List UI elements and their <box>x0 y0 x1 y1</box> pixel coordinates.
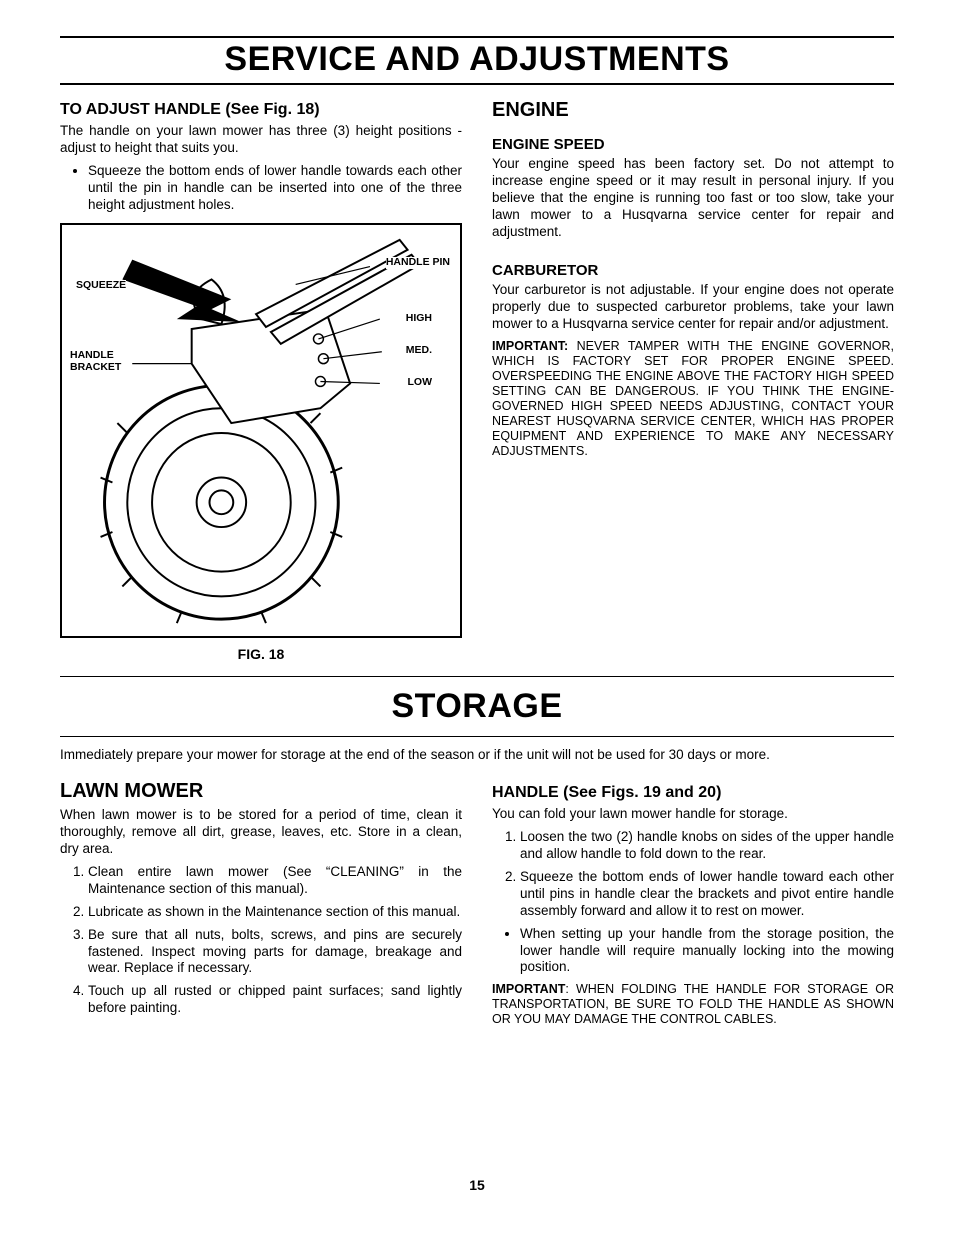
figure-18-caption: FIG. 18 <box>60 646 462 662</box>
handle-step-2: Squeeze the bottom ends of lower handle … <box>520 869 894 920</box>
title-service: SERVICE AND ADJUSTMENTS <box>60 40 894 79</box>
lawn-mower-para: When lawn mower is to be stored for a pe… <box>60 807 462 858</box>
label-low: LOW <box>408 377 433 389</box>
engine-heading: ENGINE <box>492 99 894 122</box>
label-squeeze: SQUEEZE <box>76 280 126 292</box>
title-storage: STORAGE <box>60 687 894 726</box>
important-lead-1: IMPORTANT: <box>492 339 568 353</box>
handle-bullet-1: When setting up your handle from the sto… <box>520 926 894 977</box>
storage-intro: Immediately prepare your mower for stora… <box>60 747 894 762</box>
service-left-col: TO ADJUST HANDLE (See Fig. 18) The handl… <box>60 87 462 666</box>
lawn-mower-step-4: Touch up all rusted or chipped paint sur… <box>88 983 462 1017</box>
handle-steps: Loosen the two (2) handle knobs on sides… <box>492 829 894 919</box>
handle-important: IMPORTANT: WHEN FOLDING THE HANDLE FOR S… <box>492 982 894 1027</box>
storage-columns: LAWN MOWER When lawn mower is to be stor… <box>60 768 894 1027</box>
adjust-handle-para: The handle on your lawn mower has three … <box>60 123 462 157</box>
service-right-col: ENGINE ENGINE SPEED Your engine speed ha… <box>492 87 894 666</box>
lawn-mower-steps: Clean entire lawn mower (See “CLEANING” … <box>60 864 462 1017</box>
rule-mid-bottom <box>60 736 894 737</box>
label-high: HIGH <box>406 313 432 325</box>
page-number: 15 <box>60 1177 894 1193</box>
lawn-mower-step-2: Lubricate as shown in the Maintenance se… <box>88 904 462 921</box>
lawn-mower-step-1: Clean entire lawn mower (See “CLEANING” … <box>88 864 462 898</box>
rule-top <box>60 36 894 38</box>
label-handle-pin: HANDLE PIN <box>386 257 450 269</box>
rule-under-title1 <box>60 83 894 85</box>
storage-left-col: LAWN MOWER When lawn mower is to be stor… <box>60 768 462 1027</box>
handle-heading: HANDLE (See Figs. 19 and 20) <box>492 784 894 802</box>
lawn-mower-heading: LAWN MOWER <box>60 780 462 803</box>
storage-right-col: HANDLE (See Figs. 19 and 20) You can fol… <box>492 768 894 1027</box>
rule-mid-top <box>60 676 894 677</box>
handle-para: You can fold your lawn mower handle for … <box>492 806 894 823</box>
carburetor-heading: CARBURETOR <box>492 262 894 279</box>
handle-step-1: Loosen the two (2) handle knobs on sides… <box>520 829 894 863</box>
engine-speed-heading: ENGINE SPEED <box>492 136 894 153</box>
figure-18: SQUEEZE HANDLE BRACKET HANDLE PIN HIGH M… <box>60 223 462 638</box>
important-body-1: NEVER TAMPER WITH THE ENGINE GOVERNOR, W… <box>492 339 894 458</box>
carburetor-important: IMPORTANT: NEVER TAMPER WITH THE ENGINE … <box>492 339 894 459</box>
label-med: MED. <box>406 345 432 357</box>
handle-bullets: When setting up your handle from the sto… <box>492 926 894 977</box>
adjust-handle-bullet-1: Squeeze the bottom ends of lower handle … <box>88 163 462 214</box>
important-lead-2: IMPORTANT <box>492 982 565 996</box>
service-columns: TO ADJUST HANDLE (See Fig. 18) The handl… <box>60 87 894 666</box>
lawn-mower-step-3: Be sure that all nuts, bolts, screws, an… <box>88 927 462 978</box>
carburetor-para: Your carburetor is not adjustable. If yo… <box>492 282 894 333</box>
label-handle-bracket: HANDLE BRACKET <box>70 350 121 373</box>
adjust-handle-heading: TO ADJUST HANDLE (See Fig. 18) <box>60 101 462 119</box>
engine-speed-para: Your engine speed has been factory set. … <box>492 156 894 240</box>
adjust-handle-bullets: Squeeze the bottom ends of lower handle … <box>60 163 462 214</box>
